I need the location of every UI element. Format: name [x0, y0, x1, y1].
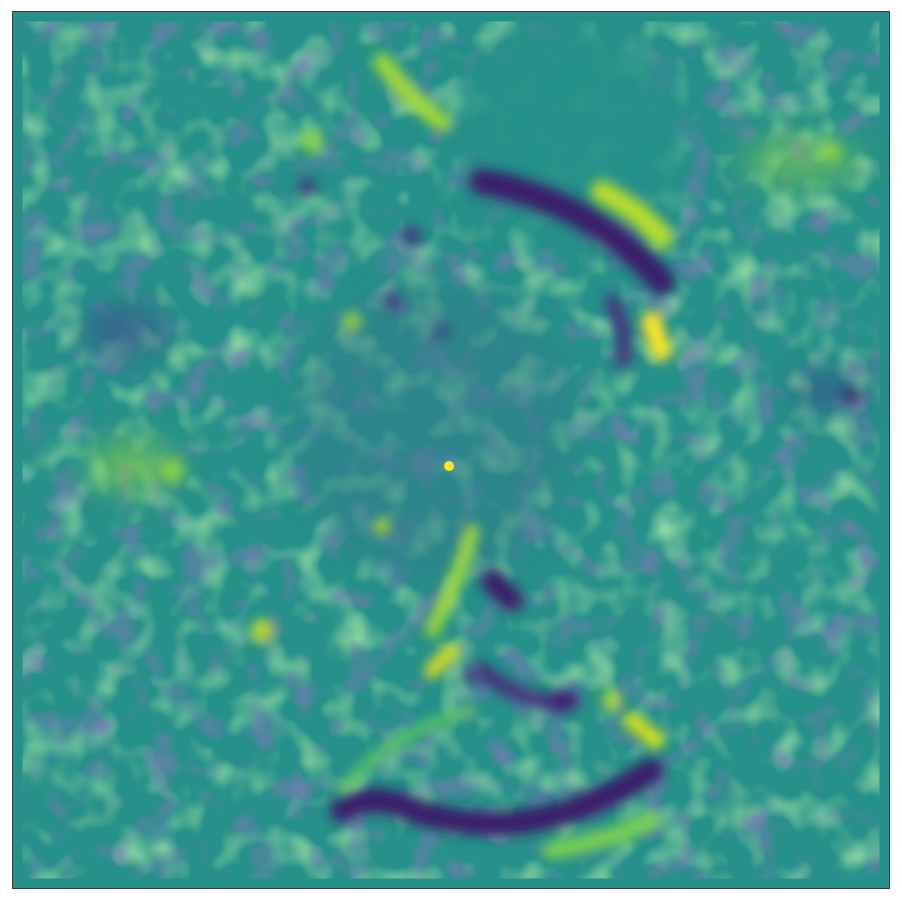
cold-spots: [298, 177, 860, 711]
plot-frame: [12, 11, 890, 889]
hot-spots: [160, 129, 842, 711]
center-bright-spot: [444, 460, 454, 471]
scalar-field-image: [13, 12, 889, 888]
dark-streaks: [330, 168, 675, 836]
bright-streaks: [337, 52, 673, 860]
